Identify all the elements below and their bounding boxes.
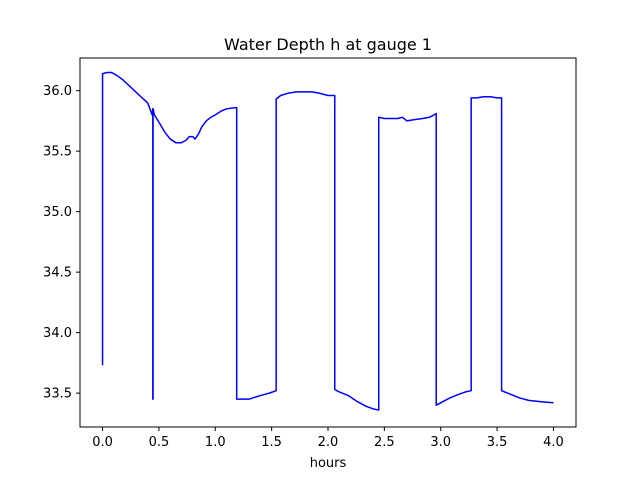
series-line (101, 71, 554, 411)
x-tick-label: 3.5 (487, 435, 508, 450)
x-tick-label: 2.5 (374, 435, 395, 450)
y-tick-label: 34.5 (43, 266, 72, 281)
x-tick-label: 3.0 (430, 435, 451, 450)
x-axis: 0.0 0.5 1.0 1.5 2.0 2.5 3.0 3.5 4.0 (92, 427, 564, 450)
y-tick-label: 33.5 (43, 387, 72, 402)
y-tick-label: 35.0 (43, 205, 72, 220)
x-tick-label: 0.5 (149, 435, 170, 450)
x-tick-label: 0.0 (92, 435, 113, 450)
y-tick-label: 35.5 (43, 145, 72, 160)
x-tick-label: 1.5 (261, 435, 282, 450)
y-tick-label: 34.0 (43, 326, 72, 341)
chart-title: Water Depth h at gauge 1 (224, 35, 432, 54)
x-tick-label: 1.0 (205, 435, 226, 450)
y-tick-label: 36.0 (43, 84, 72, 99)
series-layer (101, 71, 554, 411)
x-tick-label: 4.0 (543, 435, 564, 450)
x-axis-label: hours (310, 456, 347, 471)
x-tick-label: 2.0 (318, 435, 339, 450)
y-axis: 33.5 34.0 34.5 35.0 35.5 36.0 (43, 84, 80, 402)
